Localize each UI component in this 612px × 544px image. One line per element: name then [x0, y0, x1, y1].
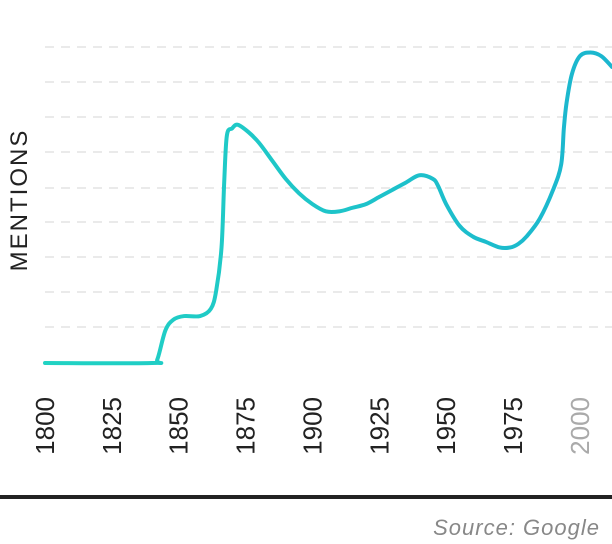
baseline-rule — [0, 495, 612, 499]
x-tick-label: 1950 — [431, 397, 461, 455]
y-axis-label-wrap: MENTIONS — [5, 120, 35, 280]
grid-lines — [45, 46, 612, 328]
x-tick-label: 1900 — [297, 397, 327, 455]
series-group — [43, 50, 612, 366]
series-line-mentions — [43, 50, 612, 366]
x-tick-label: 1975 — [498, 397, 528, 455]
x-tick-label: 1825 — [97, 397, 127, 455]
line-chart: 1800 1825 1850 1875 1900 1925 1950 1975 2000 — [30, 46, 612, 455]
x-tick-label: 1800 — [30, 397, 60, 455]
x-axis-ticks: 1800 1825 1850 1875 1900 1925 1950 1975 2000 — [30, 397, 595, 455]
source-caption: Source: Google — [433, 515, 600, 540]
x-tick-label: 1875 — [231, 397, 261, 455]
x-tick-label: 1925 — [364, 397, 394, 455]
x-tick-label: 1850 — [164, 397, 194, 455]
x-tick-label: 2000 — [565, 397, 595, 455]
y-axis-label: MENTIONS — [6, 128, 33, 272]
